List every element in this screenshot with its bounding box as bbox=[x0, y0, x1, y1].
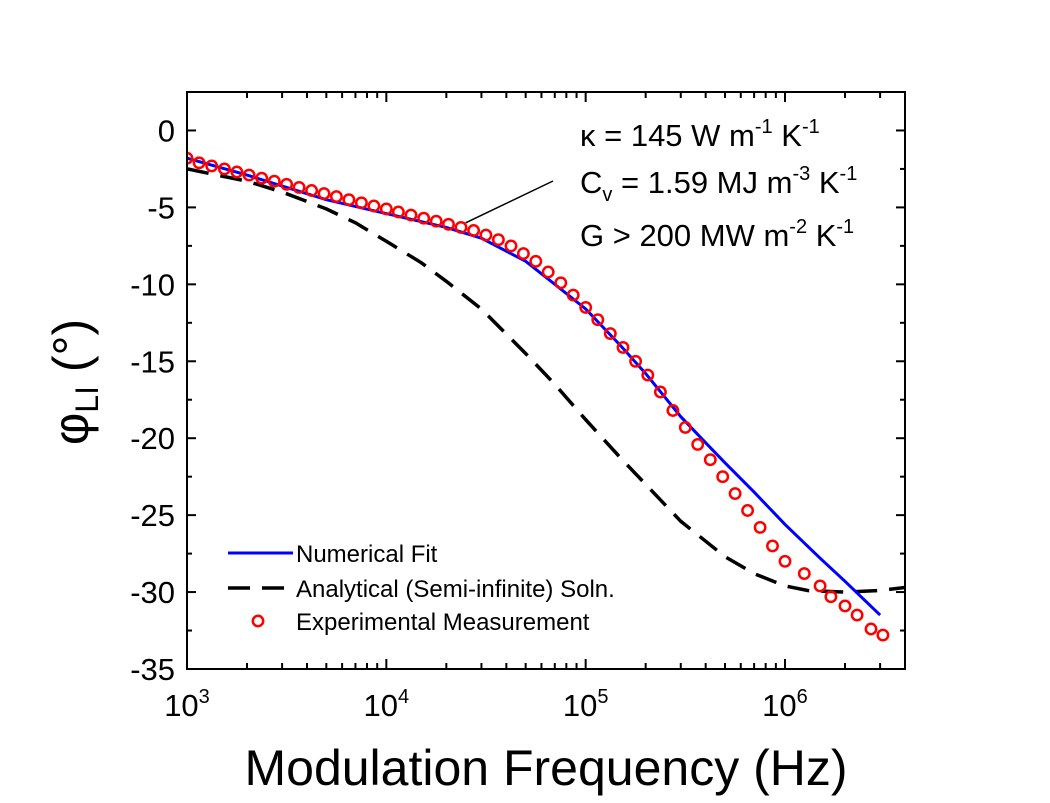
experimental-point bbox=[591, 313, 605, 327]
experimental-point bbox=[797, 567, 811, 581]
series-analytical-solution bbox=[187, 167, 905, 594]
experimental-point bbox=[703, 453, 717, 467]
annotation-layer: κ = 145 W m-1​ K-1​ Cv​ = 1.59 MJ m-3​ K-… bbox=[465, 116, 857, 253]
experimental-point bbox=[653, 385, 667, 399]
experimental-point bbox=[516, 247, 530, 261]
experimental-point bbox=[192, 156, 206, 170]
experimental-point bbox=[467, 224, 481, 237]
experimental-point bbox=[864, 622, 878, 636]
experimental-point bbox=[205, 159, 219, 173]
experimental-point bbox=[813, 579, 827, 593]
experimental-point bbox=[579, 300, 593, 314]
experimental-point bbox=[753, 520, 767, 534]
legend-label: Numerical Fit bbox=[296, 541, 438, 568]
y-tick-label: -30 bbox=[130, 575, 175, 610]
experimental-point bbox=[629, 354, 643, 368]
legend: Numerical Fit Analytical (Semi-infinite) … bbox=[228, 541, 615, 636]
parameter-annotation: κ = 145 W m-1​ K-1​ bbox=[580, 116, 820, 153]
legend-label: Experimental Measurement bbox=[296, 609, 590, 636]
experimental-point bbox=[678, 420, 692, 434]
y-tick-label: -20 bbox=[130, 421, 175, 456]
y-tick-label: -15 bbox=[130, 344, 175, 379]
x-tick-label: 106 bbox=[762, 686, 808, 723]
experimental-point bbox=[442, 217, 455, 231]
experimental-point bbox=[541, 265, 555, 279]
experimental-point bbox=[641, 368, 655, 382]
experimental-point bbox=[824, 590, 838, 604]
experimental-point bbox=[454, 220, 468, 234]
parameter-annotation: G > 200 MW m-2​ K-1​ bbox=[580, 216, 854, 253]
experimental-point bbox=[230, 165, 244, 179]
legend-swatch-experimental bbox=[251, 614, 265, 628]
experimental-point bbox=[529, 254, 543, 268]
y-tick-label: 0 bbox=[158, 113, 175, 148]
experimental-point bbox=[741, 504, 755, 517]
series-layer bbox=[187, 151, 905, 642]
legend-label: Analytical (Semi-infinite) Soln. bbox=[296, 576, 615, 603]
experimental-point bbox=[716, 470, 730, 484]
experimental-point bbox=[554, 276, 568, 290]
experimental-point bbox=[876, 628, 890, 642]
experimental-point bbox=[217, 162, 231, 176]
annotation-pointer-line bbox=[465, 180, 554, 224]
y-tick-label: -35 bbox=[130, 652, 175, 687]
parameter-annotation: Cv​ = 1.59 MJ m-3​ K-1​ bbox=[580, 163, 857, 206]
experimental-point bbox=[417, 211, 431, 225]
experimental-point bbox=[766, 539, 779, 553]
experimental-point bbox=[354, 196, 368, 210]
y-tick-label: -10 bbox=[130, 267, 175, 302]
experimental-point bbox=[379, 202, 393, 216]
y-tick-label: -25 bbox=[130, 498, 175, 533]
experimental-point bbox=[504, 239, 518, 253]
x-axis-label: Modulation Frequency (Hz) bbox=[244, 740, 847, 796]
x-tick-label: 103 bbox=[164, 686, 210, 723]
experimental-point bbox=[255, 171, 269, 185]
experimental-point bbox=[367, 199, 381, 213]
experimental-point bbox=[242, 168, 256, 182]
experimental-point bbox=[404, 208, 418, 222]
y-tick-label: -5 bbox=[147, 190, 175, 225]
experimental-point bbox=[728, 487, 742, 501]
experimental-point bbox=[305, 184, 319, 197]
experimental-point bbox=[280, 177, 294, 191]
y-axis-label: φLI (°) bbox=[43, 319, 105, 445]
experimental-point bbox=[329, 190, 343, 204]
experimental-point bbox=[603, 327, 617, 341]
experimental-point bbox=[429, 214, 443, 228]
experimental-point bbox=[292, 180, 306, 194]
experimental-point bbox=[850, 608, 864, 622]
experimental-point bbox=[691, 437, 705, 451]
experimental-point bbox=[267, 174, 281, 188]
experimental-point bbox=[838, 599, 852, 613]
experimental-point bbox=[342, 193, 356, 207]
experimental-point bbox=[566, 288, 580, 302]
plot-frame bbox=[186, 91, 906, 670]
experimental-point bbox=[616, 340, 630, 354]
experimental-point bbox=[491, 233, 505, 247]
x-tick-label: 104 bbox=[364, 686, 410, 723]
experimental-point bbox=[666, 404, 680, 417]
x-tick-label: 105 bbox=[563, 686, 609, 723]
experimental-point bbox=[479, 228, 493, 242]
experimental-point bbox=[317, 187, 331, 201]
experimental-point bbox=[391, 205, 405, 219]
experimental-point bbox=[778, 554, 792, 568]
